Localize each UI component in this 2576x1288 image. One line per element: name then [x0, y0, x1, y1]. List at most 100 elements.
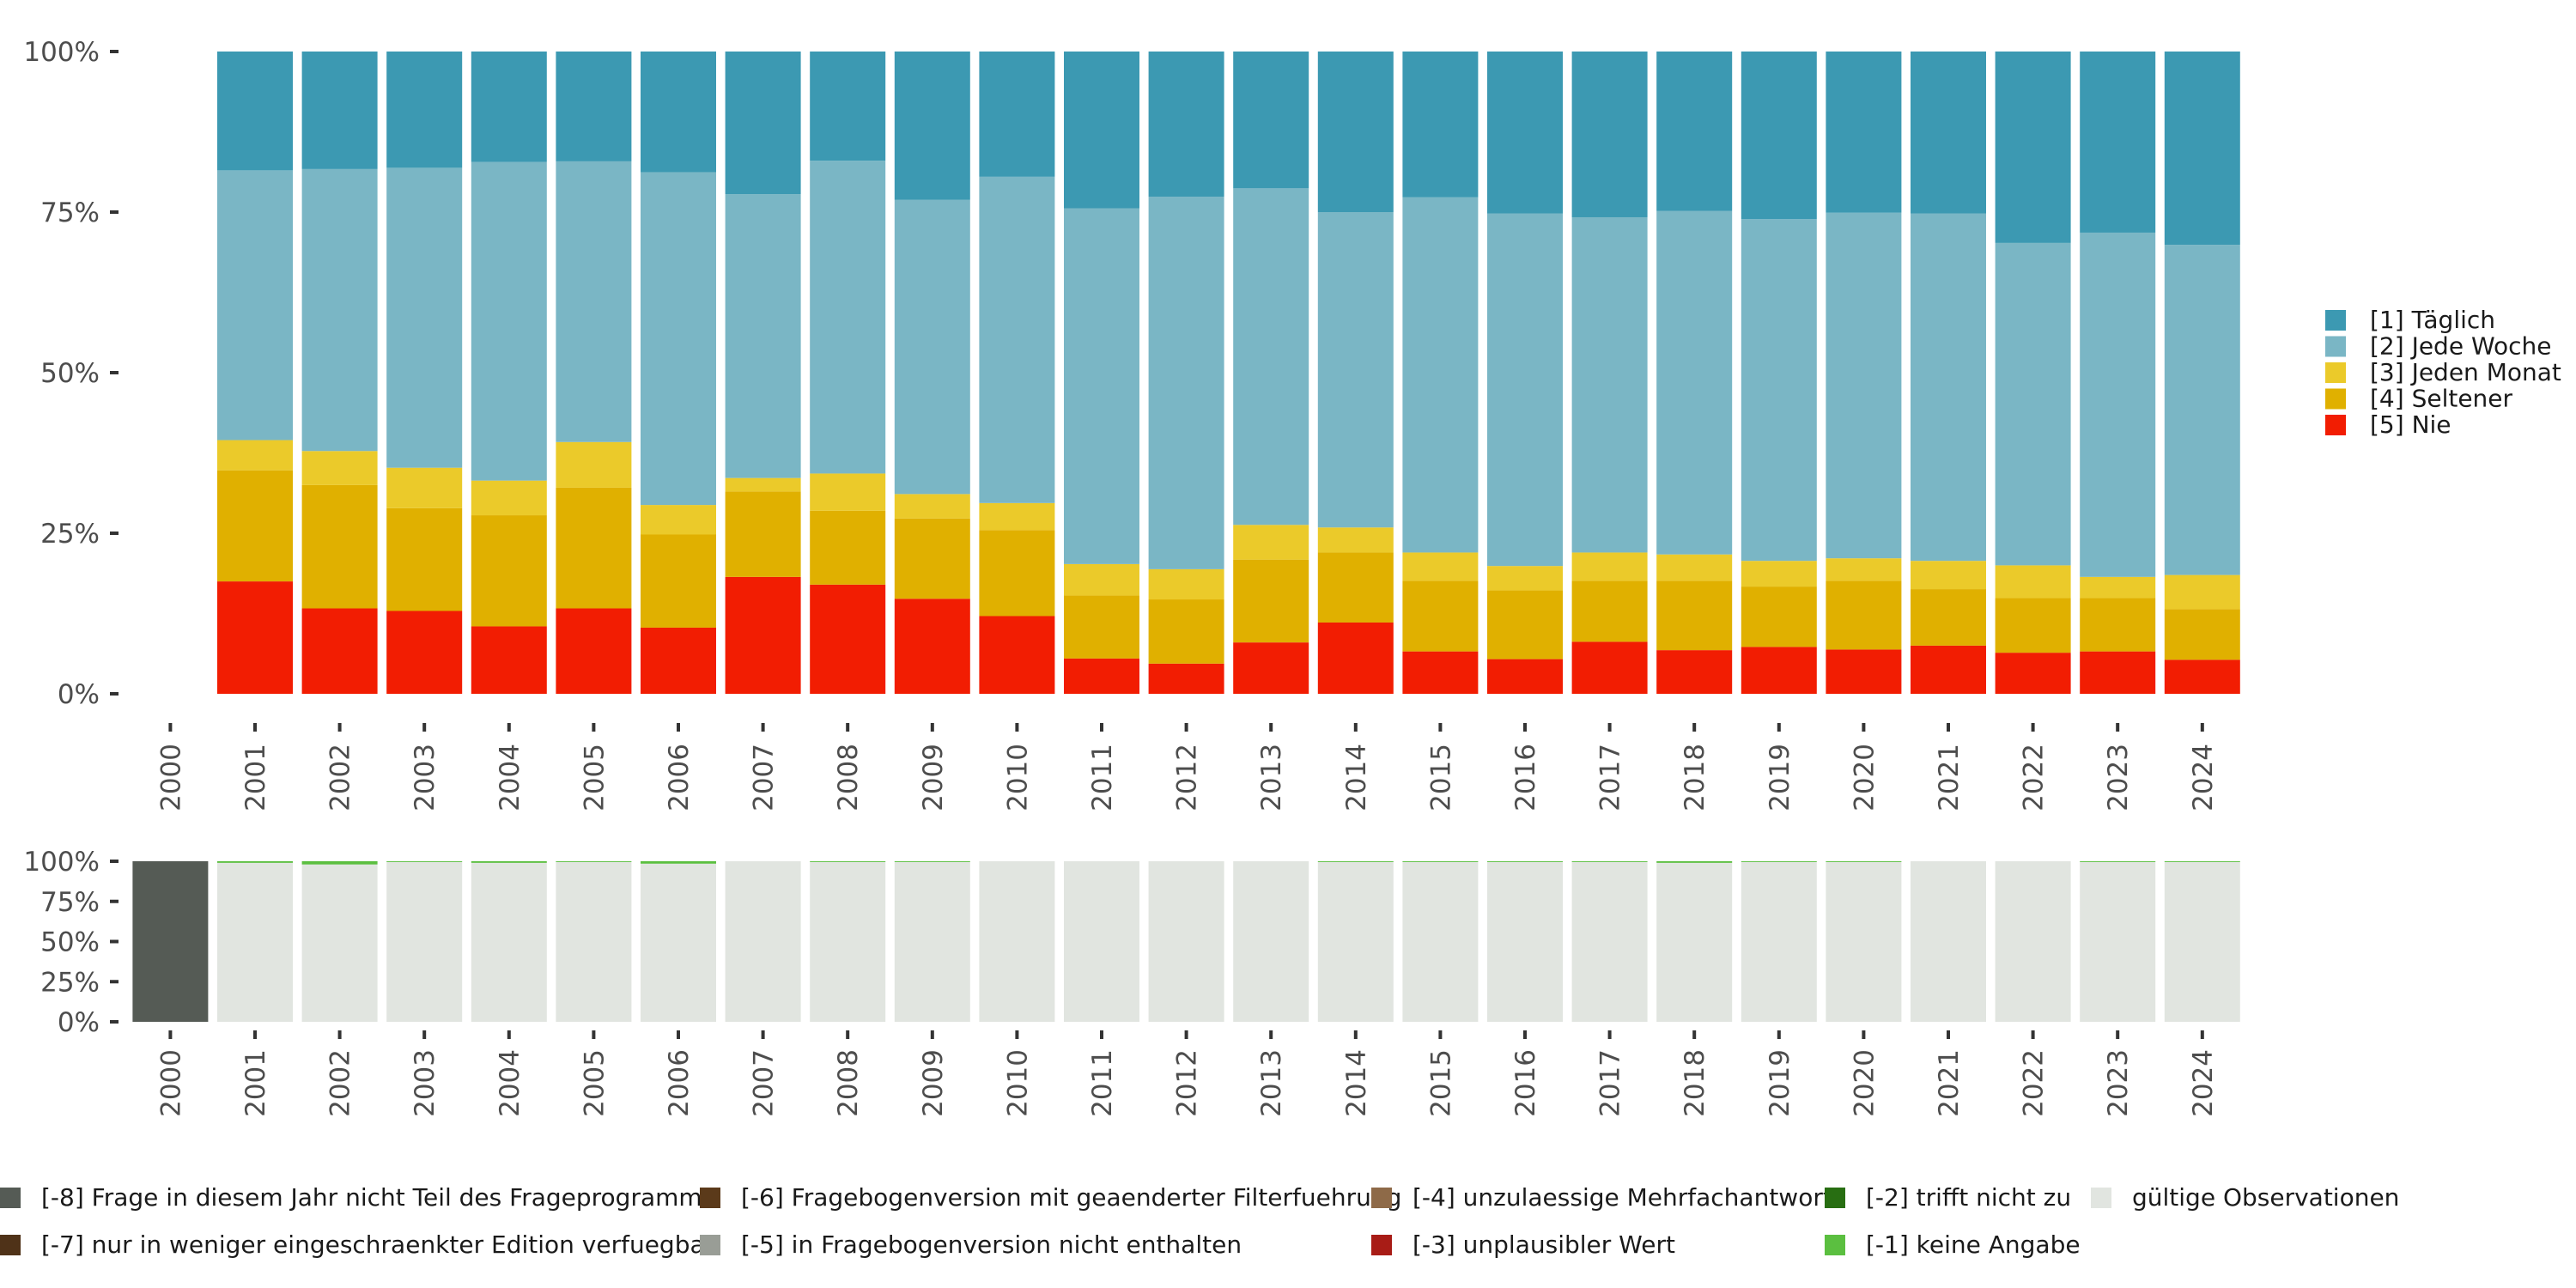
- legend-label: [5] Nie: [2370, 410, 2451, 439]
- bar-segment-2003: [386, 861, 463, 862]
- bar-segment-2020: [1826, 861, 1902, 862]
- x-tick-mark: [1100, 1030, 1103, 1039]
- x-tick-mark: [337, 723, 342, 732]
- bar-segment-2011: [1064, 563, 1139, 596]
- x-tick-mark: [677, 1030, 680, 1039]
- x-tick-label: 2004: [495, 1049, 526, 1117]
- x-tick-mark: [1862, 723, 1866, 732]
- legend-swatch: [1825, 1188, 1845, 1208]
- bar-segment-2004: [471, 515, 547, 627]
- bar-segment-2011: [1064, 658, 1139, 694]
- bar-segment-2015: [1402, 197, 1479, 553]
- x-tick-mark: [592, 1030, 596, 1039]
- bar-segment-2023: [2080, 861, 2156, 862]
- x-tick-mark: [253, 1030, 257, 1039]
- bar-segment-2005: [556, 52, 632, 161]
- x-tick-label: 2009: [918, 744, 949, 811]
- bar-segment-2009: [894, 518, 970, 599]
- x-tick-mark: [761, 723, 765, 732]
- bar-segment-2005: [556, 441, 632, 488]
- x-tick-label: 2006: [664, 1049, 695, 1117]
- x-tick-mark: [1607, 723, 1612, 732]
- y-tick-label: 25%: [40, 519, 100, 550]
- bar-segment-2021: [1911, 645, 1986, 694]
- bar-segment-2021: [1911, 213, 1986, 562]
- bar-segment-2017: [1571, 216, 1648, 553]
- bar-segment-2008: [810, 52, 886, 161]
- x-tick-label: 2000: [155, 744, 186, 811]
- bar-segment-2002: [301, 168, 378, 452]
- y-tick-label: 75%: [40, 197, 100, 228]
- bar-segment-2020: [1826, 558, 1902, 581]
- x-tick-label: 2006: [664, 744, 695, 811]
- x-tick-label: 2001: [240, 1049, 271, 1117]
- x-tick-mark: [1777, 723, 1781, 732]
- bar-segment-2010: [979, 616, 1055, 694]
- x-tick-label: 2024: [2188, 744, 2219, 811]
- bar-segment-2023: [2080, 651, 2156, 694]
- x-tick-mark: [422, 1030, 427, 1039]
- x-tick-label: 2008: [833, 744, 864, 811]
- bar-segment-2014: [1317, 552, 1394, 623]
- y-tick-mark: [110, 899, 118, 903]
- x-tick-label: 2002: [325, 1049, 356, 1117]
- bar-segment-2002: [301, 52, 378, 169]
- x-tick-mark: [1777, 1030, 1781, 1039]
- x-tick-label: 2008: [833, 1049, 864, 1117]
- bar-segment-2013: [1233, 52, 1309, 189]
- bar-segment-2007: [725, 491, 801, 577]
- bar-segment-2005: [556, 861, 632, 1022]
- y-tick-label: 0%: [58, 679, 100, 710]
- x-tick-mark: [1523, 1030, 1527, 1039]
- x-tick-mark: [1353, 1030, 1358, 1039]
- bar-segment-2019: [1741, 561, 1817, 587]
- bar-segment-2012: [1148, 861, 1224, 1022]
- y-tick-mark: [110, 50, 118, 53]
- bar-segment-2023: [2080, 598, 2156, 652]
- bar-segment-2016: [1487, 590, 1563, 659]
- bar-segment-2008: [810, 510, 886, 585]
- x-tick-mark: [1692, 1030, 1697, 1039]
- bar-segment-2012: [1148, 599, 1224, 664]
- bar-segment-2013: [1233, 559, 1309, 643]
- bar-segment-2002: [301, 864, 378, 1022]
- bar-segment-2001: [217, 440, 293, 471]
- bar-segment-2016: [1487, 566, 1563, 591]
- bar-segment-2020: [1826, 52, 1902, 213]
- bar-segment-2014: [1317, 52, 1394, 212]
- x-tick-mark: [1438, 723, 1443, 732]
- legend-swatch: [2325, 310, 2346, 331]
- bar-segment-2011: [1064, 595, 1139, 659]
- y-tick-label: 50%: [40, 358, 100, 389]
- bar-segment-2001: [217, 470, 293, 582]
- x-tick-mark: [846, 1030, 850, 1039]
- y-tick-mark: [110, 371, 118, 374]
- bar-segment-2022: [1995, 598, 2071, 653]
- bar-segment-2017: [1571, 641, 1648, 694]
- bar-segment-2008: [810, 861, 886, 862]
- x-tick-mark: [930, 1030, 934, 1039]
- bar-segment-2015: [1402, 861, 1479, 1022]
- bar-segment-2015: [1402, 580, 1479, 652]
- bar-segment-2012: [1148, 568, 1224, 600]
- bar-segment-2023: [2080, 52, 2156, 233]
- bar-segment-2001: [217, 861, 293, 863]
- legend-swatch: [0, 1188, 21, 1208]
- bar-segment-2010: [979, 176, 1055, 503]
- bar-segment-2011: [1064, 52, 1139, 209]
- bar-segment-2019: [1741, 647, 1817, 694]
- x-tick-mark: [1015, 723, 1019, 732]
- x-tick-label: 2018: [1680, 1049, 1710, 1117]
- bar-segment-2006: [641, 172, 716, 506]
- x-tick-label: 2012: [1172, 1049, 1203, 1117]
- bar-segment-2006: [641, 627, 716, 694]
- bar-segment-2018: [1656, 554, 1733, 581]
- bar-segment-2008: [810, 473, 886, 511]
- bar-segment-2015: [1402, 552, 1479, 581]
- bar-segment-2024: [2164, 52, 2240, 246]
- x-tick-mark: [1438, 1030, 1443, 1039]
- bar-segment-2024: [2164, 861, 2240, 1022]
- bar-segment-2003: [386, 52, 463, 168]
- y-tick-label: 0%: [58, 1007, 100, 1038]
- bar-segment-2017: [1571, 52, 1648, 217]
